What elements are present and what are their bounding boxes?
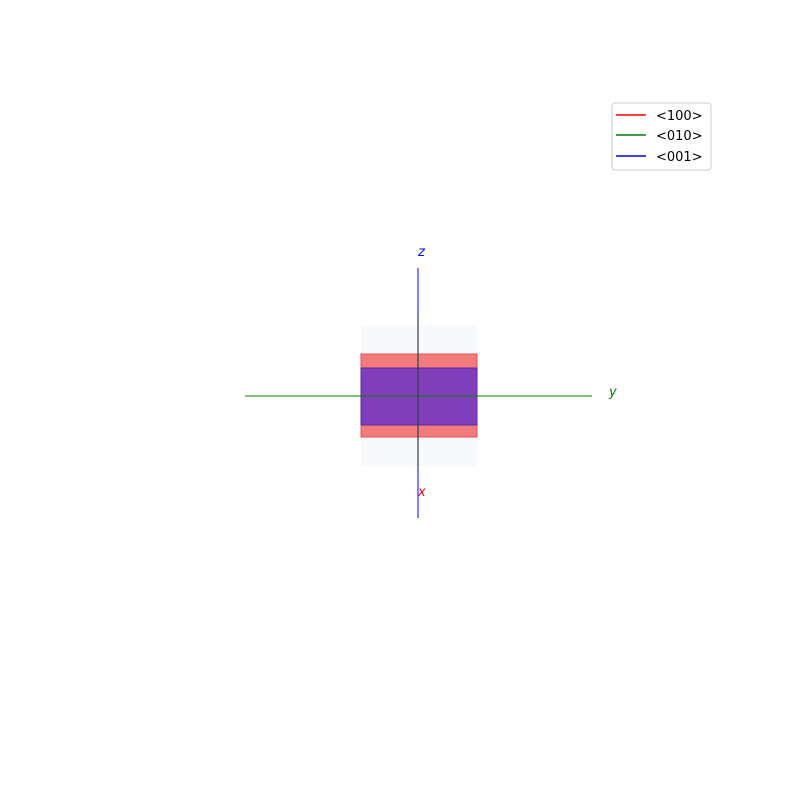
legend-label-100: <100> [656,109,703,124]
z-axis-label: z [417,245,426,260]
y-axis-label: y [608,385,617,400]
legend: <100> <010> <001> [611,102,712,171]
legend-frame [611,102,712,171]
legend-label-010: <010> [656,129,703,144]
legend-label-001: <001> [656,150,703,165]
x-axis-label: x [417,485,426,500]
